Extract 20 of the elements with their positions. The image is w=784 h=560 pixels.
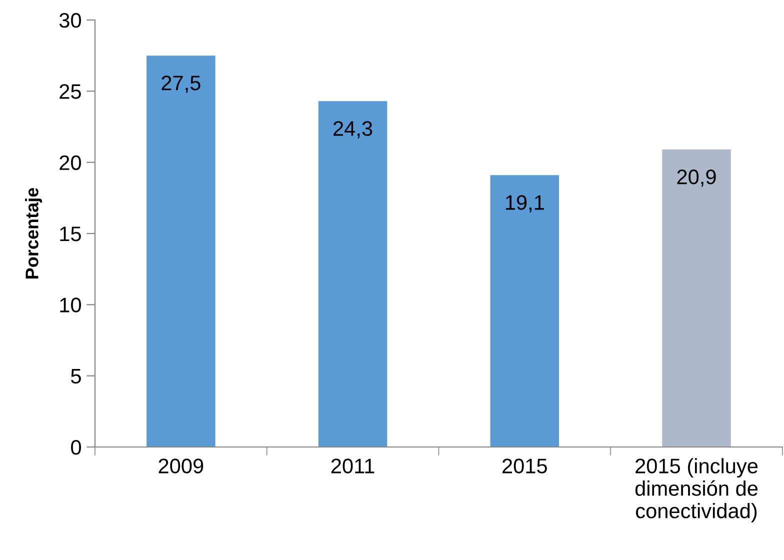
x-tick-label: 2015 (incluye dimensión de conectividad)	[635, 458, 758, 522]
bar	[490, 175, 560, 447]
bar	[318, 101, 388, 447]
data-label: 27,5	[162, 76, 200, 93]
x-tick-label: 2015	[502, 458, 547, 474]
y-tick-label: 30	[59, 13, 81, 28]
data-label: 20,9	[677, 170, 716, 187]
bar	[146, 56, 216, 447]
y-tick-label: 5	[71, 369, 81, 384]
y-tick-label: 20	[60, 155, 81, 170]
x-tick-label: 2011	[331, 458, 374, 474]
data-label: 24,3	[334, 121, 372, 138]
data-label: 19,1	[506, 195, 544, 212]
y-tick-label: 25	[60, 84, 81, 99]
y-axis-title: Porcentaje	[25, 188, 42, 278]
bar	[662, 150, 731, 447]
y-tick-label: 10	[60, 298, 81, 312]
y-tick-label: 15	[60, 226, 81, 242]
x-tick-label: 2009	[158, 458, 204, 474]
y-tick-label: 0	[71, 440, 81, 455]
